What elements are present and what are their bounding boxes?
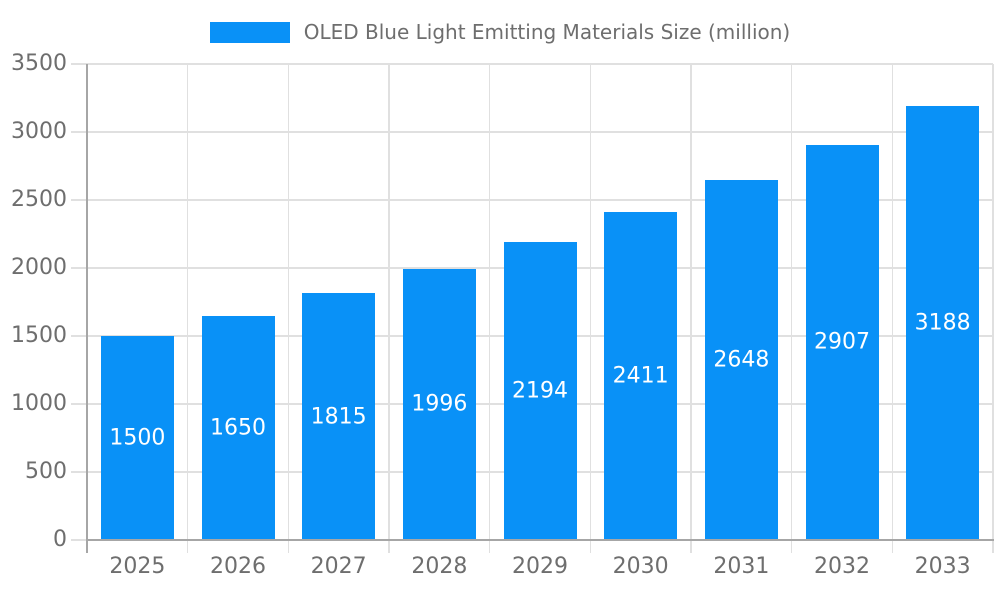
- y-axis-label: 1500: [11, 323, 67, 348]
- bar-value-label: 1500: [109, 425, 166, 451]
- x-axis-tick: [790, 540, 793, 553]
- plot-area: 1500 1650 1815 1996 2194 2411 2648 2907 3188: [86, 63, 994, 553]
- bar-value-label: 2907: [814, 329, 870, 355]
- bar-value-label: 3188: [914, 310, 971, 336]
- legend[interactable]: OLED Blue Light Emitting Materials Size …: [0, 21, 1000, 43]
- x-axis-label: 2026: [209, 554, 266, 579]
- bar: 1500: [100, 336, 174, 540]
- x-axis-label: 2030: [612, 554, 669, 579]
- x-axis-label: 2025: [109, 554, 166, 579]
- bar: 2411: [604, 212, 678, 540]
- x-axis-tick: [589, 540, 592, 553]
- y-axis-tick: [71, 403, 87, 405]
- y-axis-label: 500: [25, 459, 67, 484]
- bar: 1815: [302, 293, 376, 540]
- y-axis-tick: [71, 131, 87, 133]
- x-axis-tick: [690, 540, 692, 553]
- y-axis-tick: [71, 539, 87, 541]
- x-axis-tick: [992, 540, 994, 553]
- y-gridline: [87, 131, 993, 133]
- y-axis-tick: [71, 471, 87, 473]
- x-gridline: [589, 64, 592, 540]
- bar-value-label: 2411: [612, 363, 669, 389]
- y-axis-tick: [71, 267, 87, 269]
- x-axis-tick: [891, 540, 894, 553]
- bar: 3188: [906, 106, 980, 540]
- x-gridline: [891, 64, 894, 540]
- x-gridline: [690, 64, 692, 540]
- x-gridline: [790, 64, 793, 540]
- bar: 1996: [402, 268, 476, 540]
- y-axis-label: 0: [53, 527, 67, 552]
- x-axis-tick: [287, 540, 290, 553]
- x-axis-label: 2032: [813, 554, 870, 579]
- bar-value-label: 1650: [210, 415, 266, 441]
- y-axis-line: [86, 64, 88, 553]
- x-axis-tick: [488, 540, 491, 553]
- x-axis-label: 2028: [411, 554, 468, 579]
- x-axis-label: 2027: [310, 554, 367, 579]
- y-axis-label: 3500: [11, 51, 67, 76]
- x-axis-tick: [388, 540, 390, 553]
- y-axis-label: 1000: [11, 391, 67, 416]
- y-axis-tick: [71, 199, 87, 201]
- y-gridline: [87, 199, 993, 201]
- x-gridline: [488, 64, 491, 540]
- bar-value-label: 1815: [310, 404, 367, 430]
- bar: 2648: [704, 179, 778, 540]
- bar: 1650: [201, 315, 275, 540]
- x-gridline: [186, 64, 189, 540]
- x-axis-label: 2031: [713, 554, 770, 579]
- x-axis-line: [86, 539, 994, 541]
- y-axis-tick: [71, 63, 87, 65]
- y-axis-label: 2500: [11, 187, 67, 212]
- y-axis-label: 3000: [11, 119, 67, 144]
- x-axis-label: 2033: [914, 554, 971, 579]
- y-axis-tick: [71, 335, 87, 337]
- x-axis-tick: [186, 540, 189, 553]
- legend-label: OLED Blue Light Emitting Materials Size …: [303, 20, 791, 44]
- bar-value-label: 2194: [512, 378, 568, 404]
- bar-value-label: 1996: [411, 391, 468, 417]
- bar: 2907: [805, 144, 879, 540]
- x-gridline: [992, 64, 994, 540]
- x-gridline: [287, 64, 290, 540]
- x-gridline: [388, 64, 390, 540]
- bar: 2194: [503, 241, 577, 540]
- legend-swatch-icon: [209, 21, 290, 43]
- y-axis-label: 2000: [11, 255, 67, 280]
- x-axis-label: 2029: [511, 554, 568, 579]
- bar-value-label: 2648: [713, 347, 770, 373]
- y-gridline: [87, 63, 993, 65]
